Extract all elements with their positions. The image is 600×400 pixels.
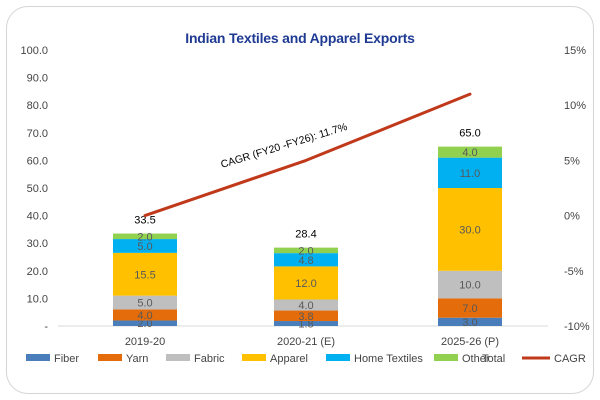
bar-segment-other — [438, 146, 502, 158]
legend-swatch — [166, 354, 190, 361]
cagr-annotation: CAGR (FY20 -FY26): 11.7% — [219, 121, 348, 171]
y-left-tick-label: 20.0 — [27, 266, 48, 278]
legend-label: CAGR — [554, 353, 586, 365]
y-left-tick-label: 60.0 — [27, 155, 48, 167]
bar-segment-yarn — [274, 310, 338, 322]
legend-swatch — [326, 354, 350, 361]
bar-segment-label: 30.0 — [459, 224, 480, 236]
bar-segment-label: 7.0 — [462, 303, 477, 315]
bar-total-label: 33.5 — [134, 215, 155, 227]
bar-segment-label: 3.0 — [462, 317, 477, 329]
bar-segment-label: 5.0 — [137, 298, 152, 310]
bar-segment-yarn — [438, 298, 502, 318]
legend-swatch — [26, 354, 50, 361]
y-right-tick-label: 15% — [564, 45, 586, 57]
y-left-tick-label: 50.0 — [27, 183, 48, 195]
y-left-tick-label: 80.0 — [27, 100, 48, 112]
bar-segment-label: 5.0 — [137, 241, 152, 253]
bar-segment-label: 2.0 — [137, 318, 152, 330]
y-left-tick-label: 100.0 — [20, 45, 48, 57]
bar-segment-home-textiles — [438, 157, 502, 188]
bar-segment-label: 2.0 — [298, 245, 313, 257]
legend-label: Fabric — [194, 353, 225, 365]
y-left-tick-label: 30.0 — [27, 238, 48, 250]
bar-segment-label: 12.0 — [295, 278, 316, 290]
bar-segment-apparel — [438, 188, 502, 271]
bar-segment-label: 1.8 — [298, 319, 313, 331]
legend-label: Yarn — [126, 353, 148, 365]
y-left-tick-label: - — [44, 321, 48, 333]
bar-segment-home-textiles — [274, 253, 338, 267]
y-left-tick-label: 10.0 — [27, 293, 48, 305]
y-left-tick-label: 90.0 — [27, 73, 48, 85]
y-right-tick-label: 5% — [564, 155, 580, 167]
legend-label: Fiber — [54, 353, 79, 365]
bar-segment-label: 10.0 — [459, 280, 480, 292]
bar-segment-other — [274, 247, 338, 254]
bar-segment-fabric — [438, 270, 502, 299]
legend-swatch — [98, 354, 122, 361]
y-right-tick-label: -10% — [564, 321, 590, 333]
bar-total-label: 28.4 — [295, 229, 316, 241]
bar-segment-apparel — [274, 266, 338, 300]
legend-swatch — [434, 354, 458, 361]
legend-swatch — [242, 354, 266, 361]
bar-segment-fiber — [438, 317, 502, 326]
legend-label: Other — [462, 353, 490, 365]
bar-segment-yarn — [113, 309, 177, 321]
y-right-tick-label: 0% — [564, 211, 580, 223]
bar-total-label: 65.0 — [459, 128, 480, 140]
bar-segment-fiber — [274, 321, 338, 326]
bar-segment-label: 4.0 — [462, 147, 477, 159]
bar-segment-fiber — [113, 320, 177, 326]
y-left-tick-label: 70.0 — [27, 128, 48, 140]
y-right-tick-label: 10% — [564, 100, 586, 112]
bar-segment-other — [113, 233, 177, 240]
bar-segment-label: 4.0 — [137, 310, 152, 322]
bar-segment-apparel — [113, 252, 177, 296]
x-category-label: 2025-26 (P) — [441, 336, 499, 348]
bar-segment-label: 4.0 — [298, 300, 313, 312]
chart-title: Indian Textiles and Apparel Exports — [185, 30, 415, 46]
y-right-tick-label: -5% — [564, 266, 584, 278]
bar-segment-fabric — [113, 295, 177, 310]
bar-segment-label: 3.8 — [298, 311, 313, 323]
cagr-line — [143, 92, 472, 218]
x-category-label: 2019-20 — [125, 336, 165, 348]
bar-segment-label: 2.0 — [137, 231, 152, 243]
bar-segment-fabric — [274, 299, 338, 311]
legend-label: Home Textiles — [354, 353, 423, 365]
x-category-label: 2020-21 (E) — [277, 336, 335, 348]
legend-label: Apparel — [270, 353, 308, 365]
bar-segment-home-textiles — [113, 239, 177, 253]
bar-segment-label: 15.5 — [134, 269, 155, 281]
bar-segment-label: 4.8 — [298, 255, 313, 267]
y-left-tick-label: 40.0 — [27, 211, 48, 223]
bar-segment-label: 11.0 — [460, 168, 481, 180]
legend-label: Total — [482, 353, 505, 365]
